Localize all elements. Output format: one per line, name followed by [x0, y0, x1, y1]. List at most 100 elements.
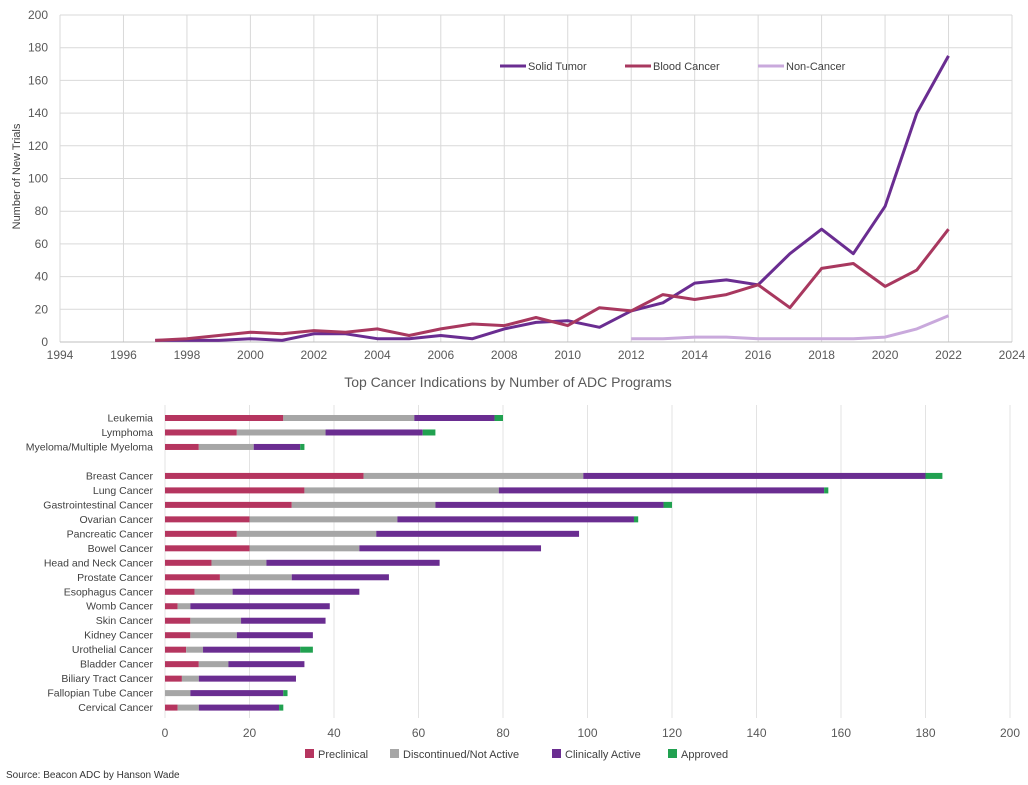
line-x-tick-label: 2008 — [491, 348, 518, 362]
bar-segment-discontinued-not-active — [283, 415, 415, 421]
bar-segment-approved — [663, 501, 672, 508]
line-x-tick-label: 2004 — [364, 348, 391, 362]
line-x-tick-label: 2022 — [935, 348, 962, 362]
bar-segment-preclinical — [165, 501, 292, 508]
bar-segment-discontinued-not-active — [304, 487, 499, 494]
line-y-tick-label: 0 — [41, 335, 48, 349]
category-label: Urothelial Cancer — [72, 644, 154, 656]
category-label: Myeloma/Multiple Myeloma — [26, 441, 153, 453]
bar-segment-clinically-active — [266, 559, 440, 566]
bar-x-tick-label: 100 — [577, 726, 597, 740]
legend-label: Blood Cancer — [653, 61, 720, 73]
legend-swatch — [390, 749, 399, 758]
bar-segment-preclinical — [165, 646, 187, 653]
bar-segment-preclinical — [165, 632, 191, 639]
bar-segment-discontinued-not-active — [181, 675, 199, 682]
category-label: Womb Cancer — [86, 601, 153, 613]
bar-segment-discontinued-not-active — [186, 646, 204, 653]
bar-segment-clinically-active — [435, 501, 664, 508]
bar-segment-preclinical — [165, 559, 212, 566]
bar-x-tick-label: 60 — [412, 726, 426, 740]
bar-chart-title: Top Cancer Indications by Number of ADC … — [344, 374, 672, 390]
line-x-tick-label: 1996 — [110, 348, 137, 362]
line-y-tick-label: 40 — [35, 270, 49, 284]
line-x-tick-label: 2010 — [554, 348, 581, 362]
bar-segment-discontinued-not-active — [190, 632, 237, 639]
bar-segment-discontinued-not-active — [190, 617, 242, 624]
bar-segment-clinically-active — [203, 646, 301, 653]
line-y-tick-label: 140 — [28, 106, 48, 120]
category-label: Bladder Cancer — [80, 659, 153, 671]
bar-x-tick-label: 0 — [162, 726, 169, 740]
bar-segment-clinically-active — [291, 574, 389, 581]
bar-segment-preclinical — [165, 516, 250, 523]
line-x-tick-label: 2012 — [618, 348, 645, 362]
bar-segment-approved — [279, 704, 284, 711]
bar-segment-discontinued-not-active — [165, 690, 191, 697]
bar-segment-clinically-active — [190, 690, 284, 697]
legend-label: Preclinical — [318, 749, 368, 761]
category-label: Breast Cancer — [86, 470, 154, 482]
bar-segment-clinically-active — [241, 617, 326, 624]
series-line-blood-cancer — [155, 228, 950, 342]
bar-segment-approved — [494, 415, 503, 421]
bar-segment-approved — [300, 646, 313, 653]
line-y-tick-label: 80 — [35, 204, 49, 218]
bar-segment-clinically-active — [414, 415, 495, 421]
bar-segment-clinically-active — [198, 704, 280, 711]
category-label: Fallopian Tube Cancer — [47, 688, 153, 700]
category-label: Ovarian Cancer — [79, 514, 153, 526]
bar-segment-clinically-active — [583, 472, 926, 479]
line-x-tick-label: 2002 — [301, 348, 328, 362]
line-chart: 0 20 40 60 80 100 120 140 160 180 200 1994 1996 1998 2… — [11, 8, 1026, 362]
bar-segment-approved — [925, 472, 943, 479]
bar-x-tick-label: 120 — [662, 726, 682, 740]
bar-segment-preclinical — [165, 603, 178, 610]
bar-x-tick-label: 180 — [915, 726, 935, 740]
category-label: Kidney Cancer — [84, 630, 153, 642]
line-x-tick-label: 1994 — [47, 348, 74, 362]
legend-swatch — [668, 749, 677, 758]
bar-segment-clinically-active — [190, 603, 330, 610]
bar-segment-discontinued-not-active — [177, 704, 199, 711]
category-label: Lymphoma — [101, 427, 153, 439]
bar-segment-preclinical — [165, 415, 284, 421]
line-y-tick-label: 180 — [28, 41, 48, 55]
bar-segment-approved — [422, 429, 436, 436]
line-x-tick-label: 2024 — [999, 348, 1026, 362]
bar-segment-preclinical — [165, 530, 237, 537]
category-label: Lung Cancer — [93, 485, 154, 497]
bar-segment-discontinued-not-active — [177, 603, 191, 610]
category-label: Skin Cancer — [96, 615, 154, 627]
bar-x-tick-label: 160 — [831, 726, 851, 740]
bar-segment-clinically-active — [236, 632, 313, 639]
line-y-tick-label: 200 — [28, 8, 48, 22]
bar-segment-clinically-active — [397, 516, 634, 523]
bar-segment-preclinical — [165, 545, 250, 552]
legend-label: Discontinued/Not Active — [403, 749, 519, 761]
bar-segment-discontinued-not-active — [198, 661, 229, 668]
legend-swatch — [305, 749, 314, 758]
line-x-tick-label: 2016 — [745, 348, 772, 362]
bar-segment-preclinical — [165, 574, 220, 581]
legend-label: Approved — [681, 749, 728, 761]
bar-segment-discontinued-not-active — [363, 472, 584, 479]
category-label: Leukemia — [107, 413, 153, 425]
bar-segment-clinically-active — [325, 429, 423, 436]
line-x-tick-label: 2014 — [681, 348, 708, 362]
line-y-tick-label: 100 — [28, 172, 48, 186]
bar-segment-clinically-active — [253, 443, 301, 450]
category-label: Gastrointestinal Cancer — [43, 499, 153, 511]
bar-chart: 0 20 40 60 80 100 120 140 160 180 200 Leukemia Lymph… — [26, 405, 1020, 761]
line-y-tick-label: 60 — [35, 237, 49, 251]
bar-x-tick-label: 40 — [327, 726, 341, 740]
bar-segment-discontinued-not-active — [211, 559, 267, 566]
bar-segment-clinically-active — [198, 675, 296, 682]
category-label: Biliary Tract Cancer — [61, 673, 153, 685]
line-y-tick-label: 120 — [28, 139, 48, 153]
category-label: Head and Neck Cancer — [44, 557, 154, 569]
bar-x-tick-label: 20 — [243, 726, 257, 740]
category-label: Esophagus Cancer — [64, 586, 154, 598]
category-label: Cervical Cancer — [78, 702, 153, 714]
line-y-tick-label: 160 — [28, 73, 48, 87]
